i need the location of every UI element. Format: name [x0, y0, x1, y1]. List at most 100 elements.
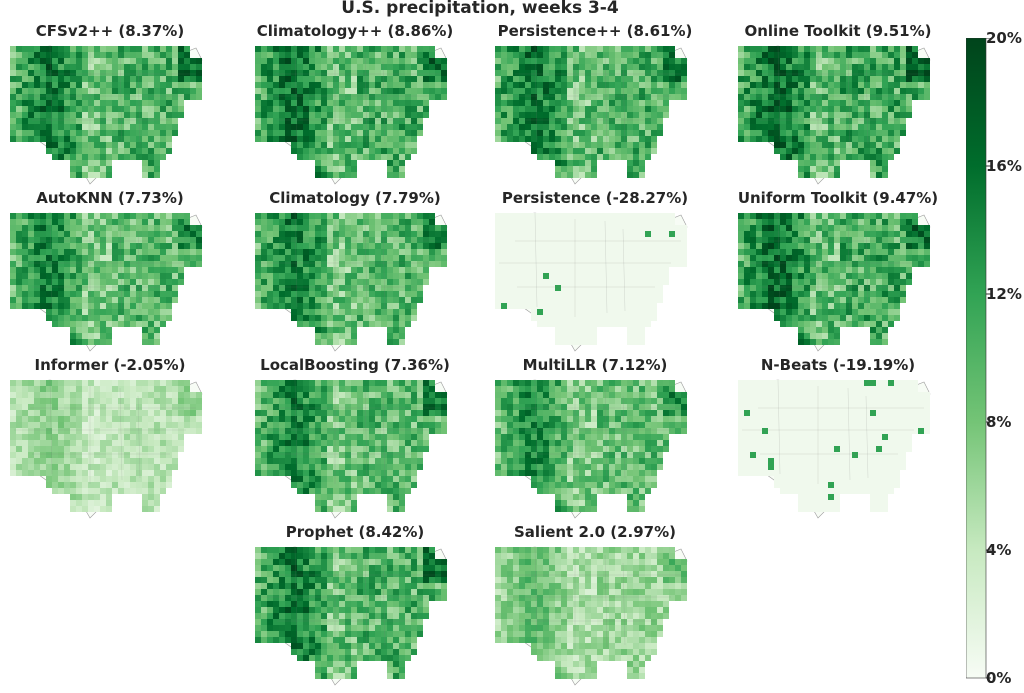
heat-cell: [417, 225, 423, 231]
heat-cell: [303, 52, 309, 58]
heat-cell: [136, 82, 142, 88]
heat-cell: [279, 237, 285, 243]
heat-cell: [780, 52, 786, 58]
heat-cell: [639, 124, 645, 130]
heat-cell: [321, 225, 327, 231]
heat-cell: [22, 243, 28, 249]
heat-cell: [279, 100, 285, 106]
heat-cell: [88, 172, 94, 178]
heat-cell: [609, 88, 615, 94]
heat-cell: [900, 261, 906, 267]
heat-cell: [303, 148, 309, 154]
heat-cell: [906, 249, 912, 255]
heat-cell: [34, 136, 40, 142]
heat-cell: [100, 404, 106, 410]
heat-cell: [285, 46, 291, 52]
heat-cell: [840, 255, 846, 261]
heat-cell: [864, 303, 870, 309]
heat-cell: [22, 112, 28, 118]
heat-cell: [603, 243, 609, 249]
heat-cell: [417, 243, 423, 249]
heat-cell: [88, 130, 94, 136]
heat-cell: [315, 52, 321, 58]
heat-cell: [864, 46, 870, 52]
heat-cell: [22, 464, 28, 470]
heat-cell: [786, 100, 792, 106]
heat-cell: [645, 106, 651, 112]
heat-cell: [142, 285, 148, 291]
heat-cell: [762, 267, 768, 273]
heat-cell: [507, 70, 513, 76]
heat-cell: [573, 58, 579, 64]
heat-cell: [567, 231, 573, 237]
heat-cell: [58, 404, 64, 410]
heat-cell: [22, 255, 28, 261]
heat-cell: [780, 297, 786, 303]
heat-cell: [88, 70, 94, 76]
heat-cell: [309, 261, 315, 267]
heat-cell: [639, 52, 645, 58]
heat-cell: [255, 237, 261, 243]
heat-cell: [184, 70, 190, 76]
heat-cell: [756, 303, 762, 309]
heat-cell: [136, 279, 142, 285]
heat-cell: [10, 440, 16, 446]
heat-cell: [549, 321, 555, 327]
heat-cell: [591, 166, 597, 172]
heat-cell: [345, 297, 351, 303]
heat-cell: [267, 237, 273, 243]
heat-cell: [900, 291, 906, 297]
heat-cell: [148, 291, 154, 297]
heat-cell: [858, 112, 864, 118]
heat-cell: [816, 124, 822, 130]
heat-cell: [762, 88, 768, 94]
heat-cell: [651, 267, 657, 273]
heat-cell: [273, 130, 279, 136]
heat-cell: [411, 243, 417, 249]
heat-cell: [124, 291, 130, 297]
heat-cell: [148, 142, 154, 148]
heat-cell: [591, 76, 597, 82]
heat-cell: [597, 118, 603, 124]
heat-cell: [822, 303, 828, 309]
heat-cell: [351, 148, 357, 154]
heat-cell: [124, 315, 130, 321]
heat-cell: [112, 476, 118, 482]
heat-cell: [840, 279, 846, 285]
heat-cell: [828, 106, 834, 112]
heat-cell: [846, 315, 852, 321]
heat-cell: [579, 100, 585, 106]
heat-cell: [780, 58, 786, 64]
heat-cell: [351, 160, 357, 166]
heat-cell: [184, 213, 190, 219]
heat-cell: [58, 76, 64, 82]
heat-cell: [106, 422, 112, 428]
heat-cell: [52, 309, 58, 315]
heat-cell: [82, 231, 88, 237]
heat-cell: [750, 261, 756, 267]
heat-cell: [345, 100, 351, 106]
heat-cell: [381, 237, 387, 243]
heat-cell: [273, 76, 279, 82]
heat-cell: [834, 124, 840, 130]
heat-cell: [357, 94, 363, 100]
heat-cell: [876, 172, 882, 178]
heat-cell: [507, 136, 513, 142]
heat-cell: [573, 315, 579, 321]
heat-cell: [846, 279, 852, 285]
heat-cell: [76, 488, 82, 494]
heat-cell: [894, 231, 900, 237]
heat-cell: [798, 321, 804, 327]
heat-cell: [519, 279, 525, 285]
heat-cell: [375, 279, 381, 285]
heat-cell: [924, 261, 930, 267]
heat-cell: [750, 94, 756, 100]
heat-cell: [597, 88, 603, 94]
heat-cell: [876, 255, 882, 261]
heat-cell: [864, 225, 870, 231]
heat-cell: [870, 273, 876, 279]
heat-cell: [507, 249, 513, 255]
heat-cell: [339, 321, 345, 327]
heat-cell: [64, 470, 70, 476]
heat-cell: [267, 285, 273, 291]
